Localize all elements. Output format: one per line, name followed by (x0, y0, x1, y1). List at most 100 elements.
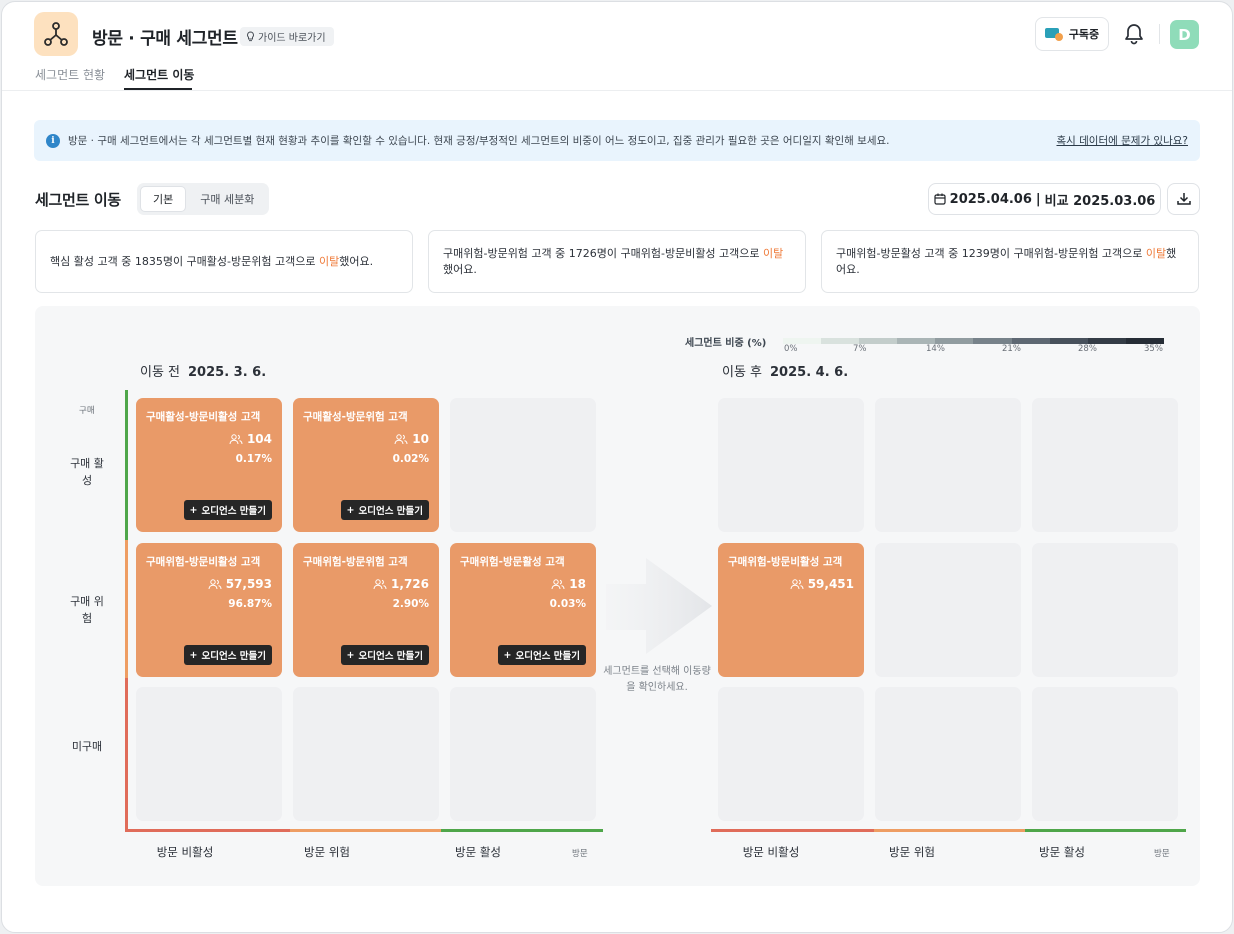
x-label-visit-inactive: 방문 비활성 (156, 845, 214, 859)
x-axis-risk-segment (290, 829, 441, 832)
legend-swatch (1011, 338, 1050, 344)
legend-gradient (783, 338, 1164, 344)
toggle-purchase-detail[interactable]: 구매 세분화 (200, 193, 255, 206)
avatar[interactable]: D (1170, 20, 1199, 49)
segment-card-purchase-risk-visit-risk[interactable]: 구매위험-방문위험 고객 1,726 2.90% + 오디언스 만들기 (293, 543, 439, 677)
download-icon (1176, 193, 1191, 205)
date-picker[interactable]: 2025.04.06 | 비교 2025.03.06 (928, 183, 1161, 215)
banner-text: 방문 · 구매 세그먼트에서는 각 세그먼트별 현재 현황과 추이를 확인할 수… (68, 135, 890, 147)
download-button[interactable] (1167, 183, 1200, 215)
legend-tick: 14% (926, 344, 945, 354)
empty-segment-cell (718, 687, 864, 821)
insight-text: 핵심 활성 고객 중 1835명이 구매활성-방문위험 고객으로 이탈했어요. (50, 254, 374, 268)
empty-segment-cell (136, 687, 282, 821)
segment-share: 96.87% (228, 598, 272, 610)
segment-card-purchase-risk-visit-inactive[interactable]: 구매위험-방문비활성 고객 57,593 96.87% + 오디언스 만들기 (136, 543, 282, 677)
x-axis-active-segment (1025, 829, 1186, 832)
info-banner: i 방문 · 구매 세그먼트에서는 각 세그먼트별 현재 현황과 추이를 확인할… (34, 120, 1200, 161)
guide-link[interactable]: 가이드 바로가기 (240, 27, 334, 46)
tab-segment-movement[interactable]: 세그먼트 이동 (124, 68, 195, 82)
segment-card-purchase-risk-visit-active[interactable]: 구매위험-방문활성 고객 18 0.03% + 오디언스 만들기 (450, 543, 596, 677)
segment-count: 18 (551, 577, 586, 591)
segment-count: 57,593 (208, 577, 272, 591)
legend-tick: 35% (1144, 344, 1163, 354)
users-icon (394, 433, 408, 444)
y-axis-active-segment (125, 390, 128, 540)
create-audience-button[interactable]: + 오디언스 만들기 (183, 645, 272, 665)
plus-icon: + (189, 649, 198, 661)
empty-segment-cell (718, 398, 864, 532)
users-icon (551, 578, 565, 589)
selection-hint: 세그먼트를 선택해 이동량을 확인하세요. (603, 666, 711, 693)
legend-tick: 28% (1078, 344, 1097, 354)
report-issue-link[interactable]: 혹시 데이터에 문제가 있나요? (1056, 135, 1188, 147)
empty-segment-cell (293, 687, 439, 821)
legend-swatch (859, 338, 898, 344)
empty-segment-cell (450, 687, 596, 821)
legend-swatch (1087, 338, 1126, 344)
empty-segment-cell (875, 543, 1021, 677)
create-audience-button[interactable]: + 오디언스 만들기 (497, 645, 586, 665)
x-axis-inactive-segment (125, 829, 290, 832)
network-nodes-icon (34, 12, 78, 56)
y-axis-title: 구매 (79, 406, 95, 416)
empty-segment-cell (875, 398, 1021, 532)
subscribe-label: 구독중 (1068, 28, 1100, 41)
segment-card-purchase-active-visit-inactive[interactable]: 구매활성-방문비활성 고객 104 0.17% + 오디언스 만들기 (136, 398, 282, 532)
y-axis-inactive-segment (125, 678, 128, 832)
plus-icon: + (189, 504, 198, 516)
legend-swatch (821, 338, 860, 344)
create-audience-button[interactable]: + 오디언스 만들기 (340, 645, 429, 665)
view-toggle: 기본 구매 세분화 (137, 183, 270, 215)
tab-underline (124, 88, 192, 90)
info-icon: i (46, 133, 60, 148)
legend-tick: 0% (784, 344, 798, 354)
legend-tick: 21% (1002, 344, 1021, 354)
calendar-icon (934, 193, 946, 205)
insight-card: 구매위험-방문위험 고객 중 1726명이 구매위험-방문비활성 고객으로 이탈… (428, 230, 806, 293)
segment-count: 59,451 (790, 577, 854, 591)
segment-card-purchase-active-visit-risk[interactable]: 구매활성-방문위험 고객 10 0.02% + 오디언스 만들기 (293, 398, 439, 532)
subscribe-button[interactable]: 구독중 (1035, 17, 1109, 51)
create-audience-button[interactable]: + 오디언스 만들기 (340, 500, 429, 520)
x-label-visit-risk: 방문 위험 (304, 845, 350, 859)
before-period-label: 이동 전 2025. 3. 6. (140, 365, 267, 380)
card-icon (1044, 28, 1063, 41)
segment-share: 0.02% (392, 453, 429, 465)
toggle-basic[interactable]: 기본 (140, 186, 187, 212)
users-icon (208, 578, 222, 589)
after-period-label: 이동 후 2025. 4. 6. (722, 365, 849, 380)
plus-icon: + (346, 504, 355, 516)
arrow-right-icon (606, 558, 714, 662)
divider (1159, 24, 1160, 44)
users-icon (373, 578, 387, 589)
segment-count: 1,726 (373, 577, 429, 591)
users-icon (229, 433, 243, 444)
empty-segment-cell (1032, 398, 1178, 532)
bell-icon[interactable] (1122, 22, 1146, 46)
segment-share: 0.17% (235, 453, 272, 465)
lightbulb-icon (247, 31, 254, 42)
page-title: 방문 · 구매 세그먼트 (92, 29, 238, 49)
insight-text: 구매위험-방문위험 고객 중 1726명이 구매위험-방문비활성 고객으로 이탈… (443, 246, 784, 276)
current-date: 2025.04.06 (949, 191, 1032, 207)
segment-share: 0.03% (549, 598, 586, 610)
segment-card-after-purchase-risk-visit-inactive[interactable]: 구매위험-방문비활성 고객 59,451 (718, 543, 864, 677)
x-label-visit-risk: 방문 위험 (889, 845, 935, 859)
compare-date: 비교 2025.03.06 (1044, 193, 1156, 209)
segment-share: 2.90% (392, 598, 429, 610)
insight-card: 핵심 활성 고객 중 1835명이 구매활성-방문위험 고객으로 이탈했어요. (35, 230, 413, 293)
empty-segment-cell (1032, 543, 1178, 677)
tab-segment-status[interactable]: 세그먼트 현황 (35, 68, 106, 82)
y-label-purchase-active: 구매 활성 (70, 457, 104, 487)
insight-text: 구매위험-방문활성 고객 중 1239명이 구매위험-방문위험 고객으로 이탈했… (836, 246, 1177, 276)
guide-label: 가이드 바로가기 (258, 33, 326, 44)
legend-tick: 7% (853, 344, 867, 354)
x-axis-risk-segment (874, 829, 1025, 832)
segment-name: 구매위험-방문비활성 고객 (146, 556, 261, 568)
create-audience-button[interactable]: + 오디언스 만들기 (183, 500, 272, 520)
segment-name: 구매활성-방문비활성 고객 (146, 411, 261, 423)
insight-card: 구매위험-방문활성 고객 중 1239명이 구매위험-방문위험 고객으로 이탈했… (821, 230, 1199, 293)
legend-swatch (1049, 338, 1088, 344)
x-axis-title: 방문 (572, 849, 588, 859)
